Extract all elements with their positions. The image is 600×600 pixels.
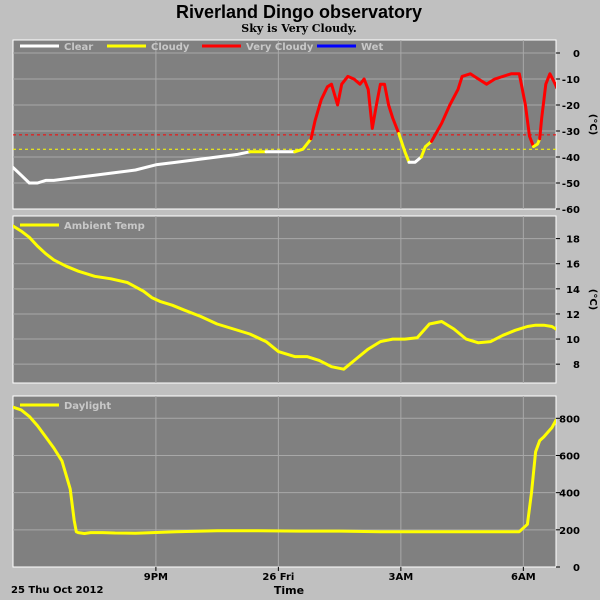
ambient-temperature-panel: 8 10 12 14 16 18 (°C) Ambient Temp <box>12 215 598 384</box>
chart-title: Riverland Dingo observatory <box>176 2 422 22</box>
y-tick-label: -10 <box>562 75 580 86</box>
legend-label-0: Daylight <box>64 401 111 412</box>
series-line-ambient-temp <box>13 224 556 371</box>
y-tick-label: 14 <box>566 285 580 296</box>
legend-label-2: Very Cloudy <box>246 42 314 53</box>
legend-label-1: Cloudy <box>151 42 190 53</box>
series-line-clear <box>13 150 252 185</box>
y-tick-label: 16 <box>566 260 580 271</box>
series-line-very-cloudy <box>309 74 401 141</box>
y-tick-label: 0 <box>573 49 580 60</box>
x-tick-label: 9PM <box>144 572 168 583</box>
y-tick-label: -40 <box>562 153 580 164</box>
y-tick-label: 0 <box>573 563 580 574</box>
y-tick-label: -30 <box>562 127 580 138</box>
x-axis-start-label: 25 Thu Oct 2012 <box>11 585 104 596</box>
legend-label-0: Ambient Temp <box>64 221 145 232</box>
daylight-panel: 0 200 400 600 800 Daylight <box>12 395 580 574</box>
x-axis-title: Time <box>274 584 304 597</box>
y-tick-label: 18 <box>566 235 580 246</box>
plot-area <box>12 395 557 568</box>
series-line-clear <box>407 155 423 164</box>
x-tick-label: 26 Fri <box>262 572 294 583</box>
series-line-cloudy <box>397 132 411 164</box>
sky-temperature-panel: 0 -10 -20 -30 -40 -50 -60 (°C) Clear Cloudy Very C… <box>12 39 598 216</box>
series-line-daylight <box>13 405 556 535</box>
series-line-very-cloudy <box>430 72 535 149</box>
x-tick-label: 6AM <box>511 572 536 583</box>
y-tick-label: 400 <box>559 489 580 500</box>
y-axis-unit: (°C) <box>587 289 598 310</box>
x-axis: 9PM 26 Fri 3AM 6AM <box>144 567 536 583</box>
legend: Daylight <box>20 401 111 412</box>
y-axis-unit: (°C) <box>587 114 598 135</box>
series-line-cloudy <box>532 137 542 149</box>
plot-area <box>12 39 557 210</box>
chart-subtitle: Sky is Very Cloudy. <box>241 22 356 35</box>
legend-label-0: Clear <box>64 42 93 53</box>
y-tick-label: 8 <box>573 360 580 371</box>
y-tick-label: -60 <box>562 205 580 216</box>
legend-label-3: Wet <box>361 42 383 53</box>
series-line-very-cloudy <box>538 72 556 141</box>
y-tick-label: -20 <box>562 101 580 112</box>
y-tick-label: 800 <box>559 414 580 425</box>
legend: Clear Cloudy Very Cloudy Wet <box>20 42 383 53</box>
y-tick-label: 10 <box>566 335 580 346</box>
data-lines <box>13 224 556 371</box>
y-tick-label: 600 <box>559 451 580 462</box>
series-line-cloudy <box>293 137 313 154</box>
y-tick-label: 200 <box>559 526 580 537</box>
legend: Ambient Temp <box>20 221 145 232</box>
data-lines <box>13 405 556 535</box>
y-tick-label: -50 <box>562 179 580 190</box>
x-tick-label: 3AM <box>389 572 414 583</box>
series-line-cloudy <box>419 139 433 159</box>
data-lines <box>13 72 556 185</box>
plot-area <box>12 215 557 384</box>
y-tick-label: 12 <box>566 310 580 321</box>
